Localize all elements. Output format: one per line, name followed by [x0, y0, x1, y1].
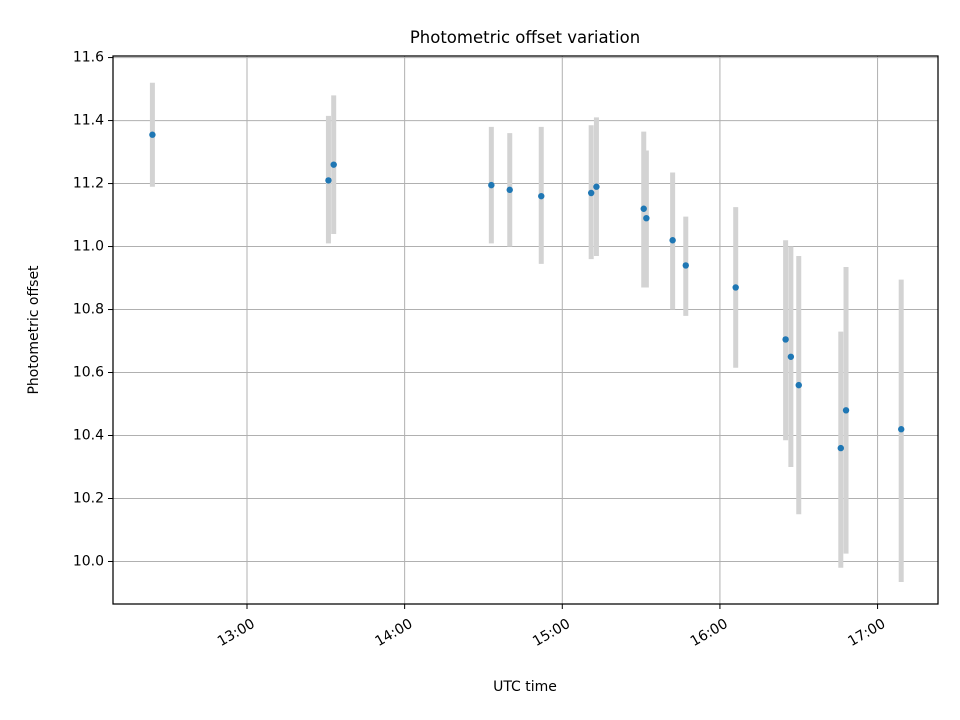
data-point [587, 189, 595, 197]
y-axis-label: Photometric offset [26, 265, 42, 395]
data-point [898, 426, 905, 433]
y-tick-label: 10.6 [73, 365, 104, 381]
data-point [149, 131, 156, 138]
data-point [732, 284, 739, 291]
y-tick-label: 10.0 [73, 553, 104, 569]
data-point [325, 177, 332, 184]
data-point [640, 205, 647, 212]
y-tick-label: 11.0 [73, 239, 104, 255]
y-tick-label: 10.4 [73, 428, 104, 444]
data-point [682, 262, 689, 269]
data-point [488, 181, 495, 189]
data-point [593, 183, 600, 190]
y-tick-label: 11.4 [73, 113, 104, 129]
chart-title: Photometric offset variation [410, 28, 640, 47]
data-point [782, 336, 789, 343]
data-point [669, 237, 676, 244]
data-point [787, 353, 795, 360]
data-point [643, 214, 650, 222]
y-tick-label: 10.2 [73, 490, 104, 506]
data-points [149, 131, 905, 452]
data-point [538, 192, 545, 200]
x-axis-label: UTC time [493, 679, 557, 695]
plot-frame [112, 55, 939, 605]
data-point [506, 186, 513, 194]
grid [113, 56, 938, 604]
y-tick-label: 11.2 [73, 176, 104, 192]
data-point [330, 161, 337, 168]
data-point [842, 407, 850, 414]
y-tick-label: 11.6 [73, 50, 104, 66]
y-tick-label: 10.8 [73, 302, 104, 318]
data-point [837, 444, 844, 452]
data-point [795, 381, 802, 389]
